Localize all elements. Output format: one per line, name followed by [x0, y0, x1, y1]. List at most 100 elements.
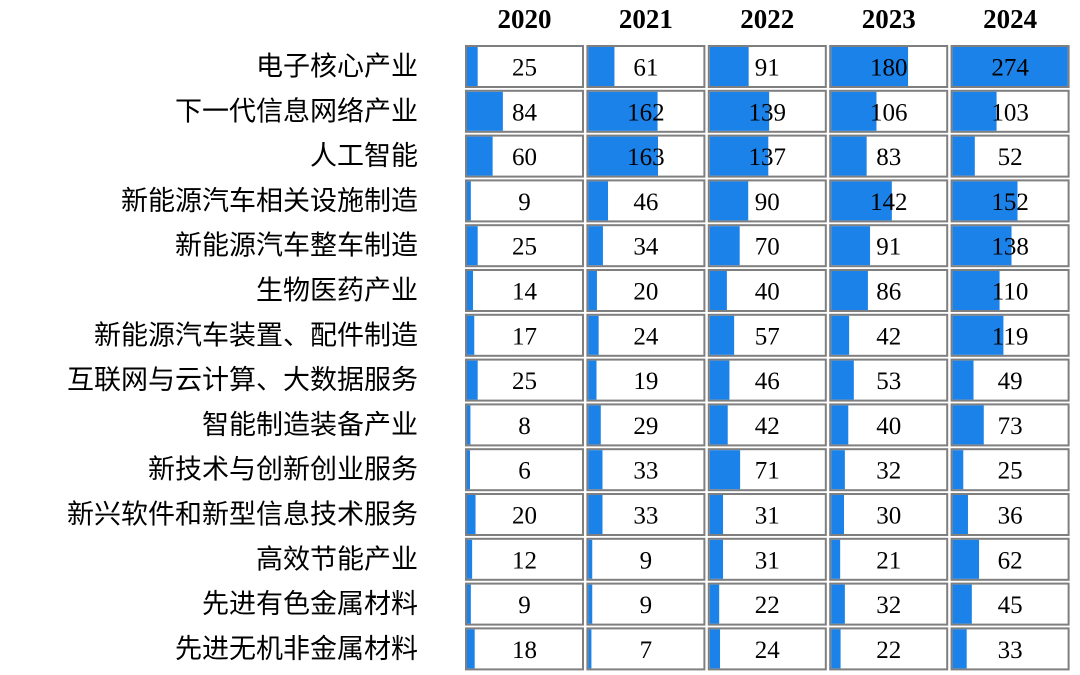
cell-value: 142 — [870, 189, 908, 216]
cell-value: 24 — [633, 323, 659, 350]
cell-value: 25 — [512, 368, 537, 395]
cell-background — [465, 403, 584, 447]
data-bar — [831, 495, 845, 534]
cell-background — [586, 582, 706, 626]
table-cell: 110 — [950, 269, 1070, 312]
cell-value: 106 — [870, 99, 908, 126]
table-cell: 24 — [586, 313, 706, 357]
cell-value: 83 — [876, 144, 901, 171]
cell-value: 19 — [633, 368, 658, 395]
cell-value: 274 — [991, 55, 1029, 82]
row-label: 先进有色金属材料 — [202, 589, 418, 620]
data-bar — [588, 47, 615, 86]
cell-value: 90 — [755, 189, 780, 216]
data-bar — [831, 47, 909, 86]
table-cell: 8 — [465, 403, 584, 447]
data-bar — [467, 91, 503, 131]
table-cell: 152 — [950, 179, 1070, 223]
row-label: 智能制造装备产业 — [202, 410, 418, 441]
cell-background — [465, 313, 584, 357]
cell-background — [465, 358, 584, 402]
table-cell: 274 — [950, 45, 1070, 88]
table-cell: 91 — [707, 45, 827, 88]
table-cell: 73 — [950, 403, 1070, 447]
table-cell: 52 — [950, 134, 1070, 178]
cell-value: 9 — [640, 592, 653, 619]
data-bar — [588, 136, 659, 176]
cell-value: 61 — [633, 55, 658, 82]
cell-background — [950, 627, 1070, 671]
cell-background — [465, 224, 584, 268]
data-bar — [952, 136, 975, 176]
data-bar — [831, 181, 892, 221]
cell-background — [707, 269, 827, 312]
cell-background — [707, 627, 827, 671]
cell-background — [707, 493, 827, 536]
cell-value: 49 — [998, 368, 1023, 395]
row-label: 新能源汽车装置、配件制造 — [94, 320, 418, 351]
data-bar — [831, 584, 845, 624]
data-bar — [952, 405, 984, 445]
row-labels: 电子核心产业下一代信息网络产业人工智能新能源汽车相关设施制造新能源汽车整车制造生… — [67, 52, 418, 665]
data-bar — [467, 405, 471, 445]
table-cell: 70 — [707, 224, 827, 268]
cell-background — [465, 269, 584, 312]
cell-value: 152 — [991, 189, 1029, 216]
cell-value: 25 — [998, 458, 1023, 485]
cell-value: 138 — [991, 234, 1029, 261]
table-cell: 40 — [829, 403, 949, 447]
data-bar — [709, 136, 769, 176]
cell-value: 137 — [749, 144, 787, 171]
cell-background — [465, 448, 584, 492]
cell-background — [586, 403, 706, 447]
cell-background — [586, 448, 706, 492]
cell-value: 42 — [876, 323, 901, 350]
table-cell: 137 — [707, 134, 827, 178]
table-cell: 31 — [707, 537, 827, 581]
data-bar — [831, 271, 868, 310]
data-bar — [831, 405, 849, 445]
data-bar — [709, 181, 749, 221]
table-cell: 86 — [829, 269, 949, 312]
table-cell: 17 — [465, 313, 584, 357]
cell-value: 9 — [640, 547, 653, 574]
column-header-2022: 2022 — [740, 4, 794, 34]
table-cell: 9 — [465, 179, 584, 223]
table-cell: 22 — [707, 582, 827, 626]
cell-value: 8 — [518, 413, 531, 440]
cell-background — [829, 493, 949, 536]
cell-value: 14 — [512, 279, 538, 306]
table-cell: 42 — [707, 403, 827, 447]
table-cell: 29 — [586, 403, 706, 447]
cell-background — [465, 537, 584, 581]
table-cell: 25 — [465, 358, 584, 402]
data-bar — [831, 450, 845, 490]
data-bar — [709, 226, 740, 266]
cell-value: 36 — [998, 503, 1023, 530]
table-cell: 46 — [707, 358, 827, 402]
cell-value: 32 — [876, 458, 901, 485]
table-cell: 25 — [950, 448, 1070, 492]
data-bar — [588, 315, 599, 355]
data-bar — [709, 405, 728, 445]
cell-value: 30 — [876, 503, 901, 530]
data-bar — [467, 584, 471, 624]
table-cell: 139 — [707, 89, 827, 133]
data-bar — [709, 539, 724, 579]
table-cell: 71 — [707, 448, 827, 492]
table-cell: 84 — [465, 89, 584, 133]
cell-background — [586, 537, 706, 581]
data-bar — [467, 450, 470, 490]
cell-value: 46 — [633, 189, 658, 216]
cell-value: 20 — [512, 503, 537, 530]
data-bar — [588, 360, 597, 400]
data-bar — [709, 271, 727, 310]
table-cell: 45 — [950, 582, 1070, 626]
table-cell: 7 — [586, 627, 706, 671]
cell-value: 53 — [876, 368, 901, 395]
cell-value: 57 — [755, 323, 780, 350]
table-cell: 49 — [950, 358, 1070, 402]
data-bar — [952, 91, 997, 131]
cell-background — [586, 269, 706, 312]
